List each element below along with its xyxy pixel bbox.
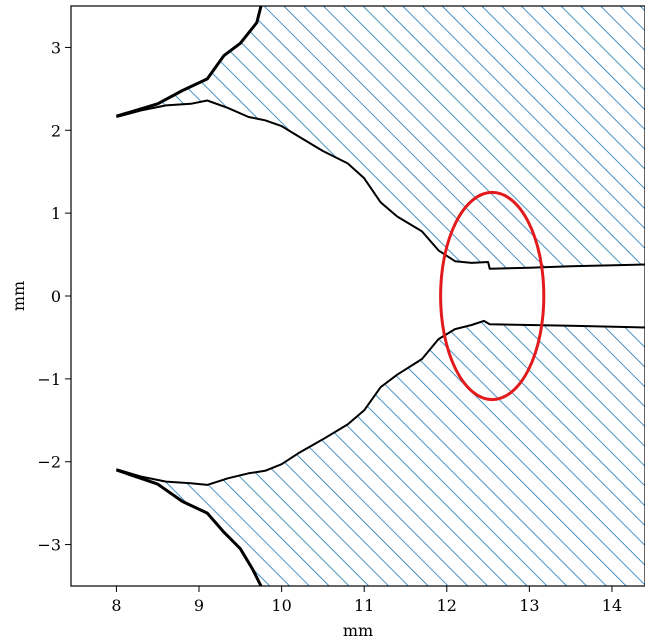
upper-outer-edge [115, 6, 263, 118]
x-tick-label: 11 [354, 596, 374, 615]
x-tick-label: 8 [111, 596, 121, 615]
y-tick-label: 2 [51, 121, 61, 140]
x-tick-label: 10 [271, 596, 291, 615]
y-axis-label: mm [9, 281, 28, 311]
y-tick-label: 0 [51, 287, 61, 306]
x-tick-label: 14 [602, 596, 622, 615]
plot-area [115, 6, 645, 586]
highlight-ellipse [439, 190, 546, 402]
upper-inner-edge [116, 99, 645, 270]
y-tick-label: −1 [37, 370, 61, 389]
y-tick-label: −3 [37, 536, 61, 555]
lower-hatched-region [116, 320, 645, 586]
y-tick-label: 1 [51, 204, 61, 223]
y-axis-ticks: −3 −2 −1 0 1 2 3 [37, 38, 71, 555]
lower-inner-edge [116, 319, 645, 486]
x-tick-label: 13 [519, 596, 539, 615]
x-tick-label: 9 [194, 596, 204, 615]
x-axis-ticks: 8 9 10 11 12 13 14 [111, 586, 622, 615]
x-axis-label: mm [343, 621, 373, 640]
lower-outer-edge [115, 468, 263, 586]
y-tick-label: −2 [37, 453, 61, 472]
y-tick-label: 3 [51, 38, 61, 57]
x-tick-label: 12 [437, 596, 457, 615]
upper-hatched-region [116, 6, 645, 269]
